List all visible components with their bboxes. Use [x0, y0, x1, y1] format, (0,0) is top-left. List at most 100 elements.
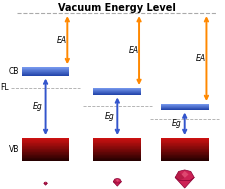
Bar: [160, 145, 208, 146]
Bar: [22, 141, 69, 142]
Bar: [22, 145, 69, 146]
Bar: [22, 154, 69, 155]
Bar: [93, 139, 141, 140]
Bar: [93, 151, 141, 152]
Bar: [93, 92, 141, 93]
Bar: [160, 141, 208, 142]
Bar: [22, 150, 69, 151]
Text: Eg: Eg: [33, 102, 43, 111]
Bar: [22, 151, 69, 152]
Bar: [160, 107, 208, 108]
Bar: [22, 74, 69, 75]
Bar: [160, 159, 208, 160]
Bar: [160, 153, 208, 154]
Bar: [93, 146, 141, 147]
Bar: [93, 147, 141, 148]
Bar: [93, 159, 141, 160]
Bar: [160, 109, 208, 110]
Bar: [160, 142, 208, 143]
Bar: [22, 159, 69, 160]
Bar: [93, 93, 141, 94]
Bar: [22, 68, 69, 69]
Bar: [22, 69, 69, 70]
Bar: [93, 142, 141, 143]
Bar: [22, 144, 69, 145]
Bar: [93, 157, 141, 158]
Bar: [22, 71, 69, 72]
Bar: [160, 160, 208, 161]
Text: EA: EA: [56, 36, 67, 45]
Bar: [93, 155, 141, 156]
Polygon shape: [44, 183, 47, 185]
Bar: [93, 145, 141, 146]
Bar: [93, 138, 141, 139]
Bar: [93, 156, 141, 157]
Bar: [93, 152, 141, 153]
Bar: [160, 149, 208, 150]
Polygon shape: [113, 182, 121, 186]
Bar: [160, 157, 208, 158]
Polygon shape: [174, 171, 184, 180]
Bar: [93, 88, 141, 89]
Bar: [22, 149, 69, 150]
Bar: [22, 72, 69, 73]
Bar: [93, 153, 141, 154]
Bar: [22, 139, 69, 140]
Polygon shape: [44, 182, 45, 184]
Bar: [22, 140, 69, 141]
Bar: [160, 150, 208, 151]
Bar: [160, 146, 208, 147]
Text: Eg: Eg: [104, 112, 114, 121]
Bar: [22, 143, 69, 144]
Bar: [160, 156, 208, 157]
Text: VB: VB: [9, 145, 19, 154]
Bar: [93, 91, 141, 92]
Polygon shape: [181, 171, 188, 178]
Bar: [160, 151, 208, 152]
Bar: [93, 158, 141, 159]
Bar: [93, 140, 141, 141]
Polygon shape: [174, 177, 194, 188]
Bar: [22, 138, 69, 139]
Bar: [22, 146, 69, 147]
Bar: [93, 90, 141, 91]
Bar: [22, 67, 69, 68]
Bar: [160, 143, 208, 144]
Bar: [93, 89, 141, 90]
Bar: [22, 153, 69, 154]
Bar: [22, 147, 69, 148]
Bar: [22, 148, 69, 149]
Bar: [160, 144, 208, 145]
Bar: [160, 139, 208, 140]
Bar: [160, 106, 208, 107]
Bar: [93, 143, 141, 144]
Polygon shape: [44, 182, 47, 184]
Bar: [93, 154, 141, 155]
Bar: [93, 150, 141, 151]
Bar: [160, 147, 208, 148]
Bar: [93, 144, 141, 145]
Bar: [160, 140, 208, 141]
Polygon shape: [45, 182, 46, 184]
Text: Vacuum Energy Level: Vacuum Energy Level: [58, 3, 176, 13]
Bar: [22, 73, 69, 74]
Bar: [22, 160, 69, 161]
Bar: [22, 158, 69, 159]
Bar: [93, 141, 141, 142]
Bar: [160, 138, 208, 139]
Bar: [22, 70, 69, 71]
Polygon shape: [115, 179, 118, 182]
Polygon shape: [113, 179, 117, 183]
Text: CB: CB: [9, 67, 19, 76]
Text: EA: EA: [195, 54, 205, 63]
Bar: [22, 157, 69, 158]
Bar: [160, 105, 208, 106]
Bar: [22, 155, 69, 156]
Polygon shape: [113, 178, 121, 183]
Text: FL: FL: [0, 83, 9, 92]
Bar: [93, 149, 141, 150]
Bar: [160, 154, 208, 155]
Bar: [93, 148, 141, 149]
Bar: [160, 148, 208, 149]
Bar: [93, 160, 141, 161]
